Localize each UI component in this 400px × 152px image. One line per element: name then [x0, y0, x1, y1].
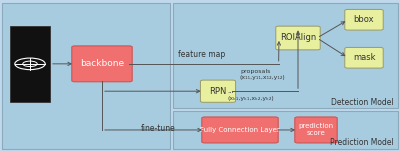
Text: mask: mask — [353, 53, 375, 62]
Text: Detection Model: Detection Model — [331, 98, 394, 107]
Bar — [173, 3, 398, 108]
Text: Prediction Model: Prediction Model — [330, 138, 394, 147]
FancyBboxPatch shape — [72, 46, 132, 82]
Text: Fully Connection Layer: Fully Connection Layer — [200, 127, 280, 133]
Text: bbox: bbox — [354, 15, 374, 24]
FancyBboxPatch shape — [200, 80, 236, 102]
Text: prediction
score: prediction score — [298, 123, 334, 136]
Text: backbone: backbone — [80, 59, 124, 68]
FancyBboxPatch shape — [345, 47, 383, 68]
FancyBboxPatch shape — [202, 117, 278, 143]
FancyBboxPatch shape — [276, 26, 320, 50]
Text: ...: ... — [227, 88, 234, 94]
Text: ROIAlign: ROIAlign — [280, 33, 316, 43]
Bar — [2, 3, 170, 149]
Text: RPN: RPN — [209, 87, 227, 96]
FancyBboxPatch shape — [345, 9, 383, 30]
Text: feature map: feature map — [178, 50, 225, 59]
FancyBboxPatch shape — [295, 117, 337, 143]
Bar — [10, 26, 50, 102]
Text: proposals
(x₁₁,y₁₁,x₁₂,y₁₂): proposals (x₁₁,y₁₁,x₁₂,y₁₂) — [240, 69, 286, 80]
Text: (xₖ₁,yₖ₁,xₖ₂,yₖ₂): (xₖ₁,yₖ₁,xₖ₂,yₖ₂) — [227, 96, 274, 100]
Text: fine-tune: fine-tune — [141, 124, 176, 133]
Bar — [173, 111, 398, 149]
